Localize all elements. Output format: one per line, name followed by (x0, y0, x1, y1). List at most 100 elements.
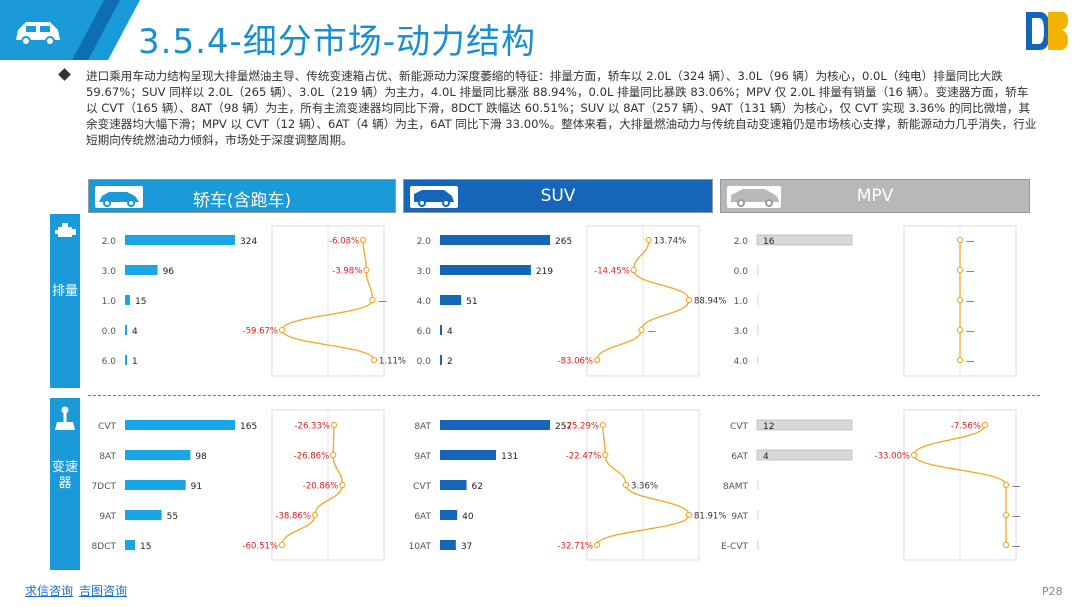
category-label: 0.0 (734, 267, 749, 277)
growth-label: -33.00% (875, 452, 910, 462)
growth-label: -20.86% (303, 482, 338, 492)
category-label: 7DCT (92, 482, 117, 492)
growth-point (956, 326, 964, 334)
bar (757, 355, 759, 365)
growth-panel-frame (903, 225, 1017, 377)
growth-panel-frame (271, 409, 385, 561)
category-label: 9AT (414, 452, 431, 462)
category-label: 1.0 (734, 297, 749, 307)
growth-point (330, 421, 338, 429)
bar-value-label: 4 (763, 452, 769, 462)
category-label: 3.0 (417, 267, 432, 277)
growth-point (599, 421, 607, 429)
bar-value-label: 15 (135, 297, 146, 307)
category-label: E-CVT (721, 542, 748, 552)
category-label: CVT (730, 422, 748, 432)
bar (757, 540, 759, 550)
bar (125, 510, 162, 520)
bar-value-label: 55 (167, 512, 178, 522)
growth-line (913, 424, 1007, 545)
category-label: 6.0 (102, 357, 117, 367)
growth-point (630, 266, 637, 274)
bar (757, 295, 759, 305)
growth-label: 3.36% (631, 482, 658, 492)
growth-label: — (966, 297, 975, 307)
growth-label: 13.74% (654, 237, 686, 247)
category-label: 8AMT (723, 482, 749, 492)
bar-value-label: 4 (447, 327, 453, 337)
growth-label: -14.45% (594, 267, 629, 277)
growth-label: — (966, 237, 975, 247)
growth-point (602, 451, 609, 459)
growth-point (685, 511, 693, 519)
side-label-transmission: 变速器 (50, 398, 80, 570)
bar-value-label: 257 (555, 422, 572, 432)
growth-point (1002, 481, 1010, 489)
growth-label: 88.94% (694, 297, 726, 307)
category-label: 0.0 (417, 357, 432, 367)
footer-link-jitu[interactable]: 吉图咨询 (79, 584, 128, 598)
bar (440, 480, 467, 490)
bar (125, 420, 235, 430)
bar (440, 295, 462, 305)
intro-text: 进口乘用车动力结构呈现大排量燃油主导、传统变速箱占优、新能源动力深度萎缩的特征：… (86, 69, 1037, 147)
bar-value-label: 62 (472, 482, 483, 492)
category-label: 4.0 (417, 297, 432, 307)
growth-point (359, 236, 367, 244)
bar-value-label: 96 (163, 267, 175, 277)
bar-value-label: 16 (763, 237, 775, 247)
growth-label: -6.08% (329, 237, 359, 247)
growth-point (369, 296, 376, 304)
growth-point (1002, 511, 1010, 519)
bar (440, 540, 456, 550)
growth-point (330, 451, 337, 459)
bar-value-label: 98 (195, 452, 207, 462)
bar (440, 420, 550, 430)
growth-label: — (1012, 482, 1021, 492)
growth-panel-frame (586, 409, 700, 561)
bar (440, 355, 442, 365)
section-divider (88, 395, 1040, 396)
growth-line (596, 424, 690, 546)
bar (125, 355, 127, 365)
side-label-text: 变速器 (51, 460, 78, 491)
growth-panel-frame (271, 225, 385, 377)
bar (440, 450, 497, 460)
growth-line (596, 239, 690, 361)
growth-point (593, 356, 601, 364)
category-label: 2.0 (102, 237, 117, 247)
growth-label: — (1012, 542, 1021, 552)
growth-label: 1.11% (379, 357, 406, 367)
growth-point (910, 451, 918, 459)
growth-point (981, 421, 989, 429)
growth-line (281, 424, 343, 546)
growth-label: — (966, 357, 975, 367)
footer-link-qiuxin[interactable]: 求信咨询 (25, 584, 74, 598)
category-label: CVT (413, 482, 431, 492)
growth-point (638, 326, 645, 334)
bar-value-label: 12 (763, 422, 774, 432)
growth-panel-frame (586, 225, 700, 377)
category-label: 6AT (414, 512, 431, 522)
growth-point (956, 266, 964, 274)
growth-label: — (1012, 512, 1021, 522)
bar (125, 325, 127, 335)
suv-icon (410, 186, 458, 208)
bar (756, 419, 853, 431)
engine-icon (55, 223, 76, 237)
growth-label: -26.86% (294, 452, 329, 462)
bar-value-label: 51 (466, 297, 477, 307)
growth-point (622, 481, 630, 489)
category-label: 2.0 (734, 237, 749, 247)
growth-point (363, 266, 370, 274)
growth-point (956, 236, 964, 244)
category-label: 3.0 (734, 327, 749, 337)
growth-label: -32.71% (558, 542, 593, 552)
sedan-icon (95, 186, 143, 208)
growth-panel-frame (903, 409, 1017, 561)
category-label: 10AT (409, 542, 432, 552)
bar (756, 449, 853, 461)
growth-label: -60.51% (243, 542, 278, 552)
growth-point (370, 356, 378, 364)
bar (440, 235, 550, 245)
